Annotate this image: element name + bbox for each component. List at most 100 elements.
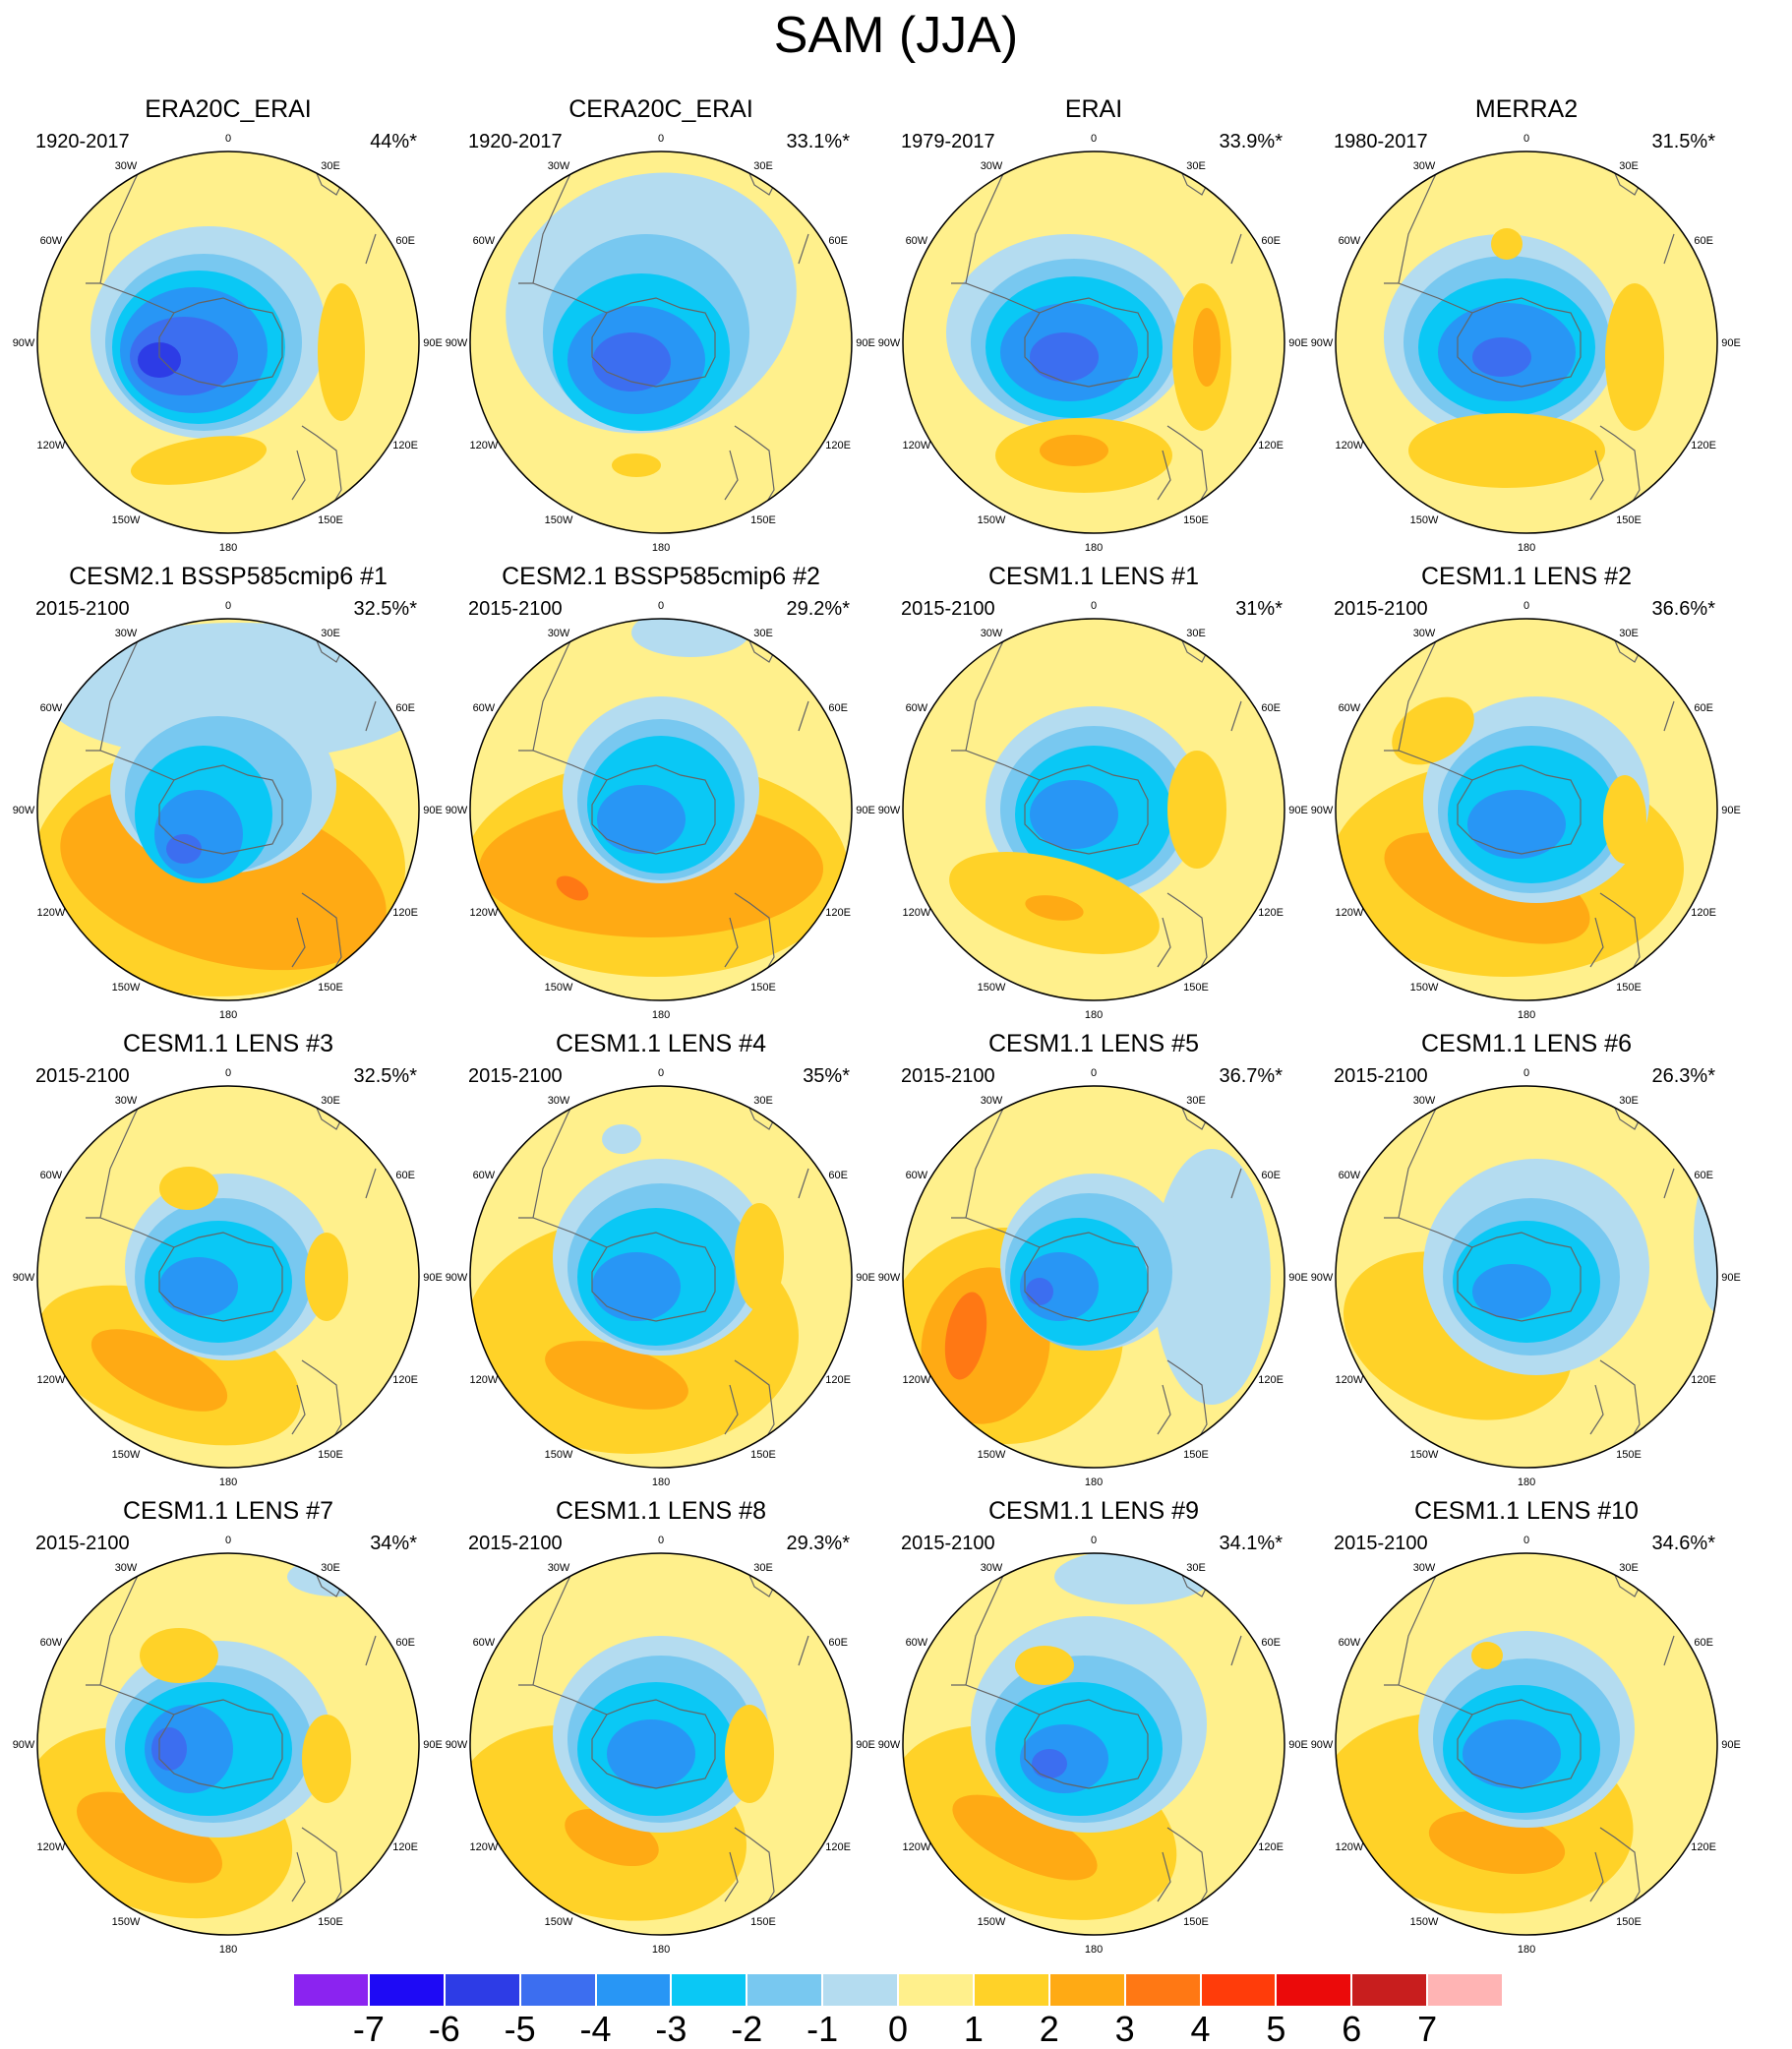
longitude-label: 60E xyxy=(828,1170,848,1181)
longitude-label: 60E xyxy=(828,702,848,714)
contour-region xyxy=(725,1705,774,1803)
map-border xyxy=(36,151,420,534)
longitude-label: 30W xyxy=(981,1095,1003,1107)
longitude-label: 120W xyxy=(1335,1374,1363,1386)
longitude-label: 150W xyxy=(1410,1449,1439,1461)
longitude-label: 30E xyxy=(321,160,340,172)
longitude-label: 60W xyxy=(906,1170,928,1181)
polar-map: 0 30E 60E 90E 120E 150E 180 150W 120W 90W 60W 30W xyxy=(1311,133,1741,554)
longitude-label: 60W xyxy=(906,1637,928,1649)
longitude-label: 60W xyxy=(1339,702,1361,714)
longitude-label: 90E xyxy=(423,1272,443,1284)
longitude-label: 90E xyxy=(1288,1272,1308,1284)
longitude-label: 90W xyxy=(878,805,901,816)
longitude-label: 180 xyxy=(1518,1476,1535,1488)
longitude-label: 90W xyxy=(1311,1272,1334,1284)
map-border xyxy=(1335,1552,1718,1936)
map-panel: CESM2.1 BSSP585cmip6 #1 2015-2100 32.5%* 0 3… xyxy=(12,562,445,1021)
longitude-label: 150E xyxy=(750,1916,776,1928)
coastline xyxy=(291,917,306,968)
longitude-label: 150E xyxy=(318,1449,343,1461)
panel-variance-percent: 34.6%* xyxy=(1651,1533,1716,1554)
coastline xyxy=(724,917,739,968)
colorbar-swatch xyxy=(822,1973,898,2007)
longitude-label: 120E xyxy=(392,1374,418,1386)
map-panel: CESM1.1 LENS #7 2015-2100 34%* 0 30E 60E 90E 12… xyxy=(12,1496,445,1956)
coastline xyxy=(951,282,1041,314)
contour-region xyxy=(1467,790,1566,859)
polar-map: 0 30E 60E 90E 120E 150E 180 150W 120W 90W 60W 30W xyxy=(878,1067,1308,1488)
longitude-label: 180 xyxy=(1085,1476,1103,1488)
coastline xyxy=(1457,297,1582,388)
coastline xyxy=(365,1168,377,1199)
longitude-label: 120W xyxy=(36,1841,65,1853)
longitude-label: 120W xyxy=(469,1841,498,1853)
coastline xyxy=(1589,450,1604,501)
map-panel: CESM1.1 LENS #5 2015-2100 36.7%* 0 30E 60E 90E… xyxy=(877,1029,1310,1488)
panel-variance-percent: 31%* xyxy=(1235,598,1283,620)
coastline xyxy=(951,1217,1041,1248)
longitude-label: 90W xyxy=(878,1739,901,1751)
map-border xyxy=(36,618,420,1001)
longitude-label: 30E xyxy=(1186,1562,1206,1574)
longitude-label: 120E xyxy=(1258,1374,1284,1386)
longitude-label: 150W xyxy=(545,514,573,526)
longitude-label: 120W xyxy=(902,907,930,919)
panel-period: 2015-2100 xyxy=(901,1065,995,1087)
panel-period: 2015-2100 xyxy=(35,598,130,620)
coastline xyxy=(365,1635,377,1666)
panel-period: 2015-2100 xyxy=(468,1065,563,1087)
coastline xyxy=(1663,1635,1675,1666)
longitude-label: 30W xyxy=(1413,1562,1436,1574)
coastline xyxy=(591,297,716,388)
longitude-label: 60W xyxy=(906,702,928,714)
longitude-label: 60W xyxy=(1339,1637,1361,1649)
longitude-label: 150W xyxy=(112,514,141,526)
coastline xyxy=(798,233,809,265)
coastline xyxy=(158,297,283,388)
map-panel: CESM1.1 LENS #9 2015-2100 34.1%* 0 30E 60E 90E… xyxy=(877,1496,1310,1956)
panel-title: CESM2.1 BSSP585cmip6 #2 xyxy=(502,563,820,590)
colorbar-label: 1 xyxy=(963,2009,984,2049)
longitude-label: 90W xyxy=(446,1739,468,1751)
polar-map: 0 30E 60E 90E 120E 150E 180 150W 120W 90W 60W 30W xyxy=(1311,1535,1741,1956)
longitude-label: 60E xyxy=(828,235,848,247)
colorbar-swatch xyxy=(747,1973,823,2007)
polar-map: 0 30E 60E 90E 120E 150E 180 150W 120W 90W 60W 30W xyxy=(13,600,443,1021)
longitude-label: 30W xyxy=(1413,160,1436,172)
longitude-label: 150W xyxy=(112,1916,141,1928)
longitude-label: 0 xyxy=(225,600,231,612)
panel-title: CESM1.1 LENS #4 xyxy=(556,1030,766,1057)
panel-title: CESM1.1 LENS #6 xyxy=(1421,1030,1632,1057)
longitude-label: 60W xyxy=(906,235,928,247)
panel-title: CESM1.1 LENS #8 xyxy=(556,1497,766,1525)
coastline xyxy=(1457,764,1582,855)
longitude-label: 120E xyxy=(1258,907,1284,919)
coastline xyxy=(1157,917,1171,968)
panel-title: CESM1.1 LENS #1 xyxy=(988,563,1199,590)
contour-region xyxy=(140,1628,218,1683)
map-border xyxy=(902,618,1285,1001)
coastline xyxy=(1589,917,1604,968)
longitude-label: 150W xyxy=(978,982,1006,994)
coastline xyxy=(86,1217,175,1248)
contour-region xyxy=(318,283,365,421)
panel-variance-percent: 35%* xyxy=(803,1065,850,1087)
contour-region xyxy=(1471,1642,1503,1669)
contour-region xyxy=(597,785,686,854)
coastline xyxy=(291,1384,306,1435)
coastline xyxy=(1230,1635,1242,1666)
longitude-label: 60W xyxy=(40,1637,63,1649)
panel-period: 1980-2017 xyxy=(1334,131,1428,152)
longitude-label: 0 xyxy=(658,1535,664,1546)
longitude-label: 90W xyxy=(13,1739,35,1751)
coastline xyxy=(1589,1384,1604,1435)
polar-map: 0 30E 60E 90E 120E 150E 180 150W 120W 90W 60W 30W xyxy=(446,1067,875,1488)
coastline xyxy=(951,1684,1041,1716)
coastline xyxy=(518,1684,608,1716)
contour-region xyxy=(1032,1749,1067,1778)
contour-region xyxy=(1025,895,1084,921)
longitude-label: 150W xyxy=(1410,982,1439,994)
longitude-label: 120E xyxy=(1258,1841,1284,1853)
map-border xyxy=(469,618,853,1001)
